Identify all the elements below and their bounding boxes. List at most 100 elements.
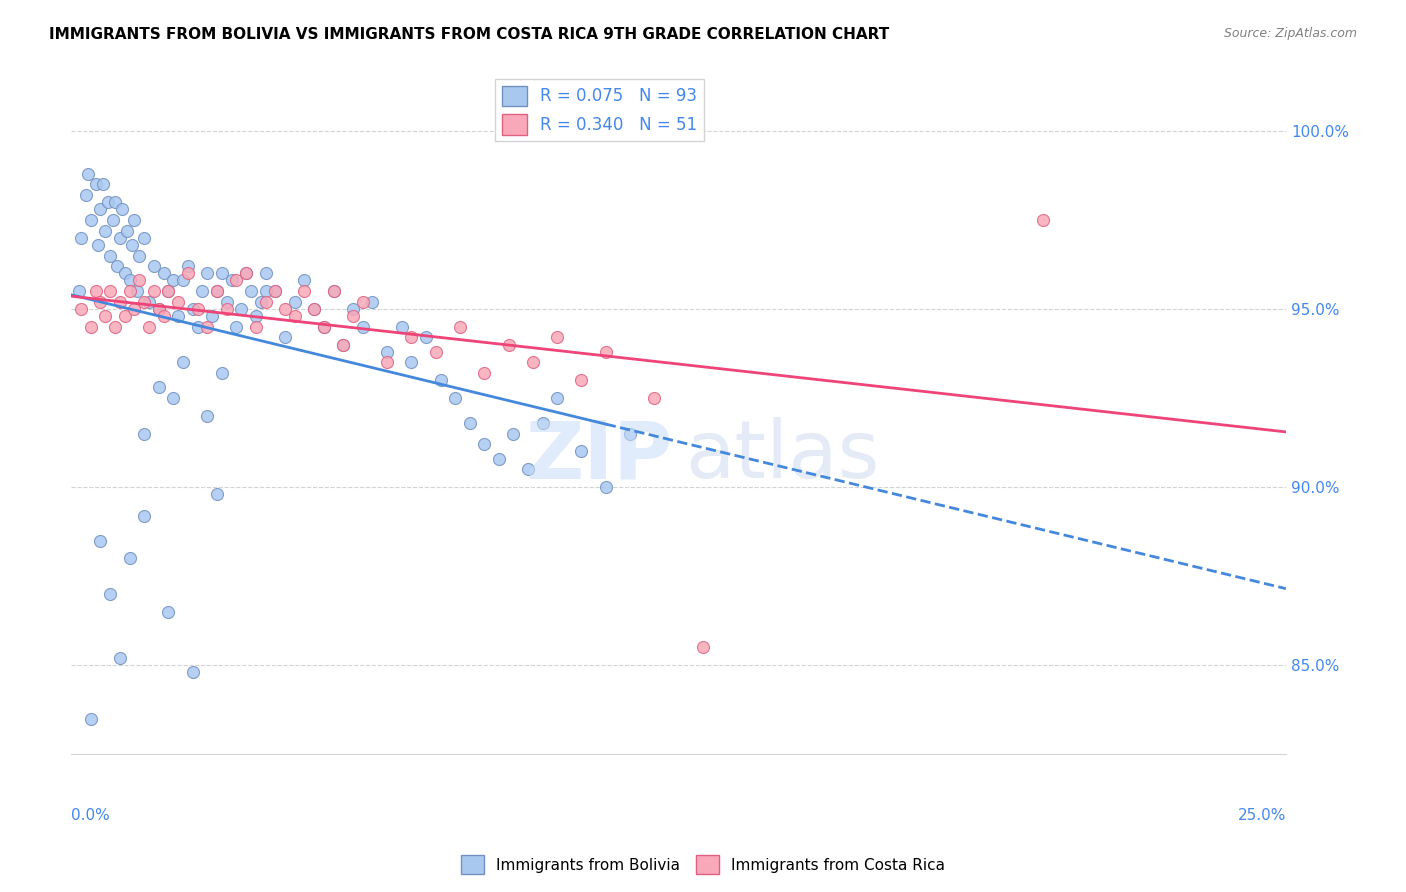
Text: 25.0%: 25.0% bbox=[1237, 807, 1286, 822]
Point bbox=[125, 284, 148, 298]
Point bbox=[94, 224, 117, 238]
Point bbox=[429, 373, 451, 387]
Point bbox=[211, 366, 233, 380]
Point bbox=[87, 238, 110, 252]
Point bbox=[134, 426, 156, 441]
Point bbox=[312, 319, 335, 334]
Point bbox=[187, 319, 209, 334]
Point bbox=[134, 508, 156, 523]
Point bbox=[294, 284, 316, 298]
Point bbox=[77, 167, 100, 181]
Point bbox=[274, 301, 297, 316]
Text: ZIP: ZIP bbox=[526, 417, 672, 495]
Point bbox=[181, 301, 204, 316]
Point bbox=[517, 462, 540, 476]
Point bbox=[401, 330, 423, 344]
Point bbox=[375, 344, 398, 359]
Point bbox=[264, 284, 287, 298]
Point bbox=[172, 273, 194, 287]
Point bbox=[148, 380, 170, 394]
Point bbox=[191, 284, 214, 298]
Point bbox=[195, 409, 218, 423]
Point bbox=[391, 319, 413, 334]
Point bbox=[205, 284, 228, 298]
Point bbox=[643, 391, 665, 405]
Legend: R = 0.075   N = 93, R = 0.340   N = 51: R = 0.075 N = 93, R = 0.340 N = 51 bbox=[495, 79, 704, 141]
Point bbox=[444, 391, 467, 405]
Point bbox=[138, 294, 160, 309]
Point bbox=[152, 309, 174, 323]
Point bbox=[104, 319, 127, 334]
Point bbox=[302, 301, 325, 316]
Point bbox=[425, 344, 447, 359]
Point bbox=[134, 294, 156, 309]
Point bbox=[84, 284, 107, 298]
Point bbox=[619, 426, 641, 441]
Point bbox=[215, 301, 238, 316]
Point bbox=[97, 195, 120, 210]
Point bbox=[67, 284, 90, 298]
Point bbox=[105, 259, 128, 273]
Point bbox=[375, 355, 398, 369]
Point bbox=[322, 284, 344, 298]
Point bbox=[187, 301, 209, 316]
Point bbox=[342, 301, 364, 316]
Point bbox=[235, 266, 257, 280]
Point bbox=[1032, 213, 1054, 227]
Point bbox=[352, 319, 374, 334]
Point bbox=[284, 309, 307, 323]
Point bbox=[571, 444, 593, 458]
Point bbox=[546, 391, 568, 405]
Point bbox=[546, 330, 568, 344]
Point bbox=[254, 284, 277, 298]
Point bbox=[240, 284, 263, 298]
Point bbox=[352, 294, 374, 309]
Point bbox=[142, 259, 165, 273]
Point bbox=[79, 712, 101, 726]
Point bbox=[118, 284, 141, 298]
Point bbox=[157, 605, 180, 619]
Point bbox=[195, 266, 218, 280]
Point bbox=[121, 238, 143, 252]
Point bbox=[342, 309, 364, 323]
Point bbox=[249, 294, 271, 309]
Point bbox=[502, 426, 524, 441]
Point bbox=[449, 319, 471, 334]
Point bbox=[274, 330, 297, 344]
Point bbox=[167, 294, 190, 309]
Point bbox=[128, 248, 150, 262]
Point bbox=[177, 259, 200, 273]
Point bbox=[124, 213, 146, 227]
Point bbox=[157, 284, 180, 298]
Point bbox=[101, 213, 124, 227]
Point bbox=[148, 301, 170, 316]
Point bbox=[98, 284, 121, 298]
Point bbox=[245, 319, 267, 334]
Point bbox=[134, 231, 156, 245]
Point bbox=[225, 273, 247, 287]
Point bbox=[114, 309, 136, 323]
Point bbox=[472, 437, 495, 451]
Text: IMMIGRANTS FROM BOLIVIA VS IMMIGRANTS FROM COSTA RICA 9TH GRADE CORRELATION CHAR: IMMIGRANTS FROM BOLIVIA VS IMMIGRANTS FR… bbox=[49, 27, 890, 42]
Point bbox=[115, 224, 138, 238]
Point bbox=[94, 309, 117, 323]
Point bbox=[294, 273, 316, 287]
Point bbox=[361, 294, 384, 309]
Point bbox=[89, 294, 111, 309]
Point bbox=[195, 319, 218, 334]
Point bbox=[254, 266, 277, 280]
Point bbox=[571, 373, 593, 387]
Point bbox=[98, 587, 121, 601]
Point bbox=[152, 266, 174, 280]
Point bbox=[79, 213, 101, 227]
Point bbox=[302, 301, 325, 316]
Point bbox=[108, 294, 131, 309]
Point bbox=[181, 665, 204, 680]
Point bbox=[128, 273, 150, 287]
Point bbox=[498, 337, 520, 351]
Point bbox=[124, 301, 146, 316]
Point bbox=[332, 337, 354, 351]
Point bbox=[70, 301, 93, 316]
Point bbox=[98, 248, 121, 262]
Point bbox=[284, 294, 307, 309]
